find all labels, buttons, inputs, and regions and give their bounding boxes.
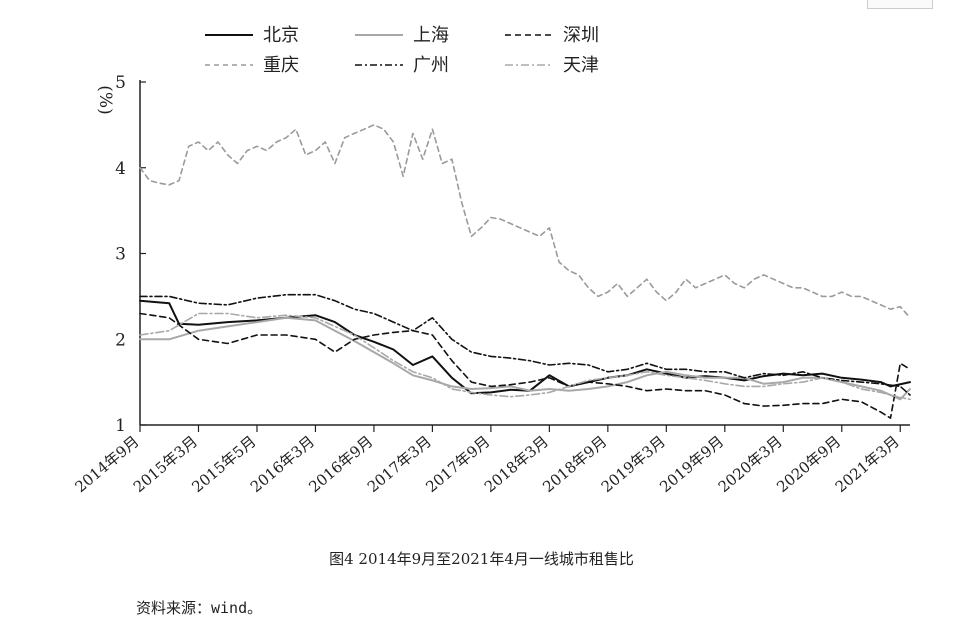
figure-caption: 图4 2014年9月至2021年4月一线城市租售比	[329, 550, 634, 568]
y-tick-label: 5	[115, 73, 126, 93]
y-axis-label: (%)	[95, 85, 115, 114]
x-tick-label: 2015年3月	[130, 432, 201, 496]
series-line-5	[139, 293, 911, 396]
legend-label-1: 北京	[263, 25, 299, 46]
series-line-1	[139, 299, 911, 395]
legend-label-2: 上海	[413, 25, 449, 46]
series-line-3	[139, 312, 911, 419]
x-tick-label: 2015年5月	[188, 432, 259, 496]
x-tick-label: 2019年3月	[598, 432, 669, 496]
series-line-6	[139, 312, 911, 401]
x-tick-label: 2014年9月	[71, 432, 142, 496]
x-tick-label: 2020年9月	[773, 432, 844, 496]
legend-label-6: 天津	[563, 55, 599, 76]
source-note: 资料来源：wind。	[136, 599, 263, 617]
x-tick-label: 2017年3月	[364, 432, 435, 496]
series-line-4	[139, 124, 911, 319]
legend-label-3: 深圳	[563, 25, 599, 46]
x-tick-label: 2016年3月	[247, 432, 318, 496]
x-tick-label: 2018年9月	[539, 432, 610, 496]
y-tick-label: 2	[115, 330, 126, 350]
x-tick-label: 2019年9月	[656, 432, 727, 496]
corner-button-fragment	[867, 0, 933, 9]
line-chart: 1 2 3 4 5(%) 2014年9月2015年3月2015年5月2016年3月2016…	[71, 25, 911, 496]
legend-label-5: 广州	[413, 55, 449, 76]
y-tick-label: 3	[115, 245, 126, 265]
legend-label-4: 重庆	[263, 55, 299, 76]
series-line-2	[139, 316, 911, 401]
x-tick-label: 2016年9月	[305, 432, 376, 496]
x-tick-label: 2017年9月	[422, 432, 493, 496]
x-tick-label: 2021年3月	[832, 432, 903, 496]
y-tick-label: 4	[115, 159, 126, 179]
x-tick-label: 2020年3月	[715, 432, 786, 496]
y-tick-label: 1	[115, 416, 126, 436]
x-tick-label: 2018年3月	[481, 432, 552, 496]
